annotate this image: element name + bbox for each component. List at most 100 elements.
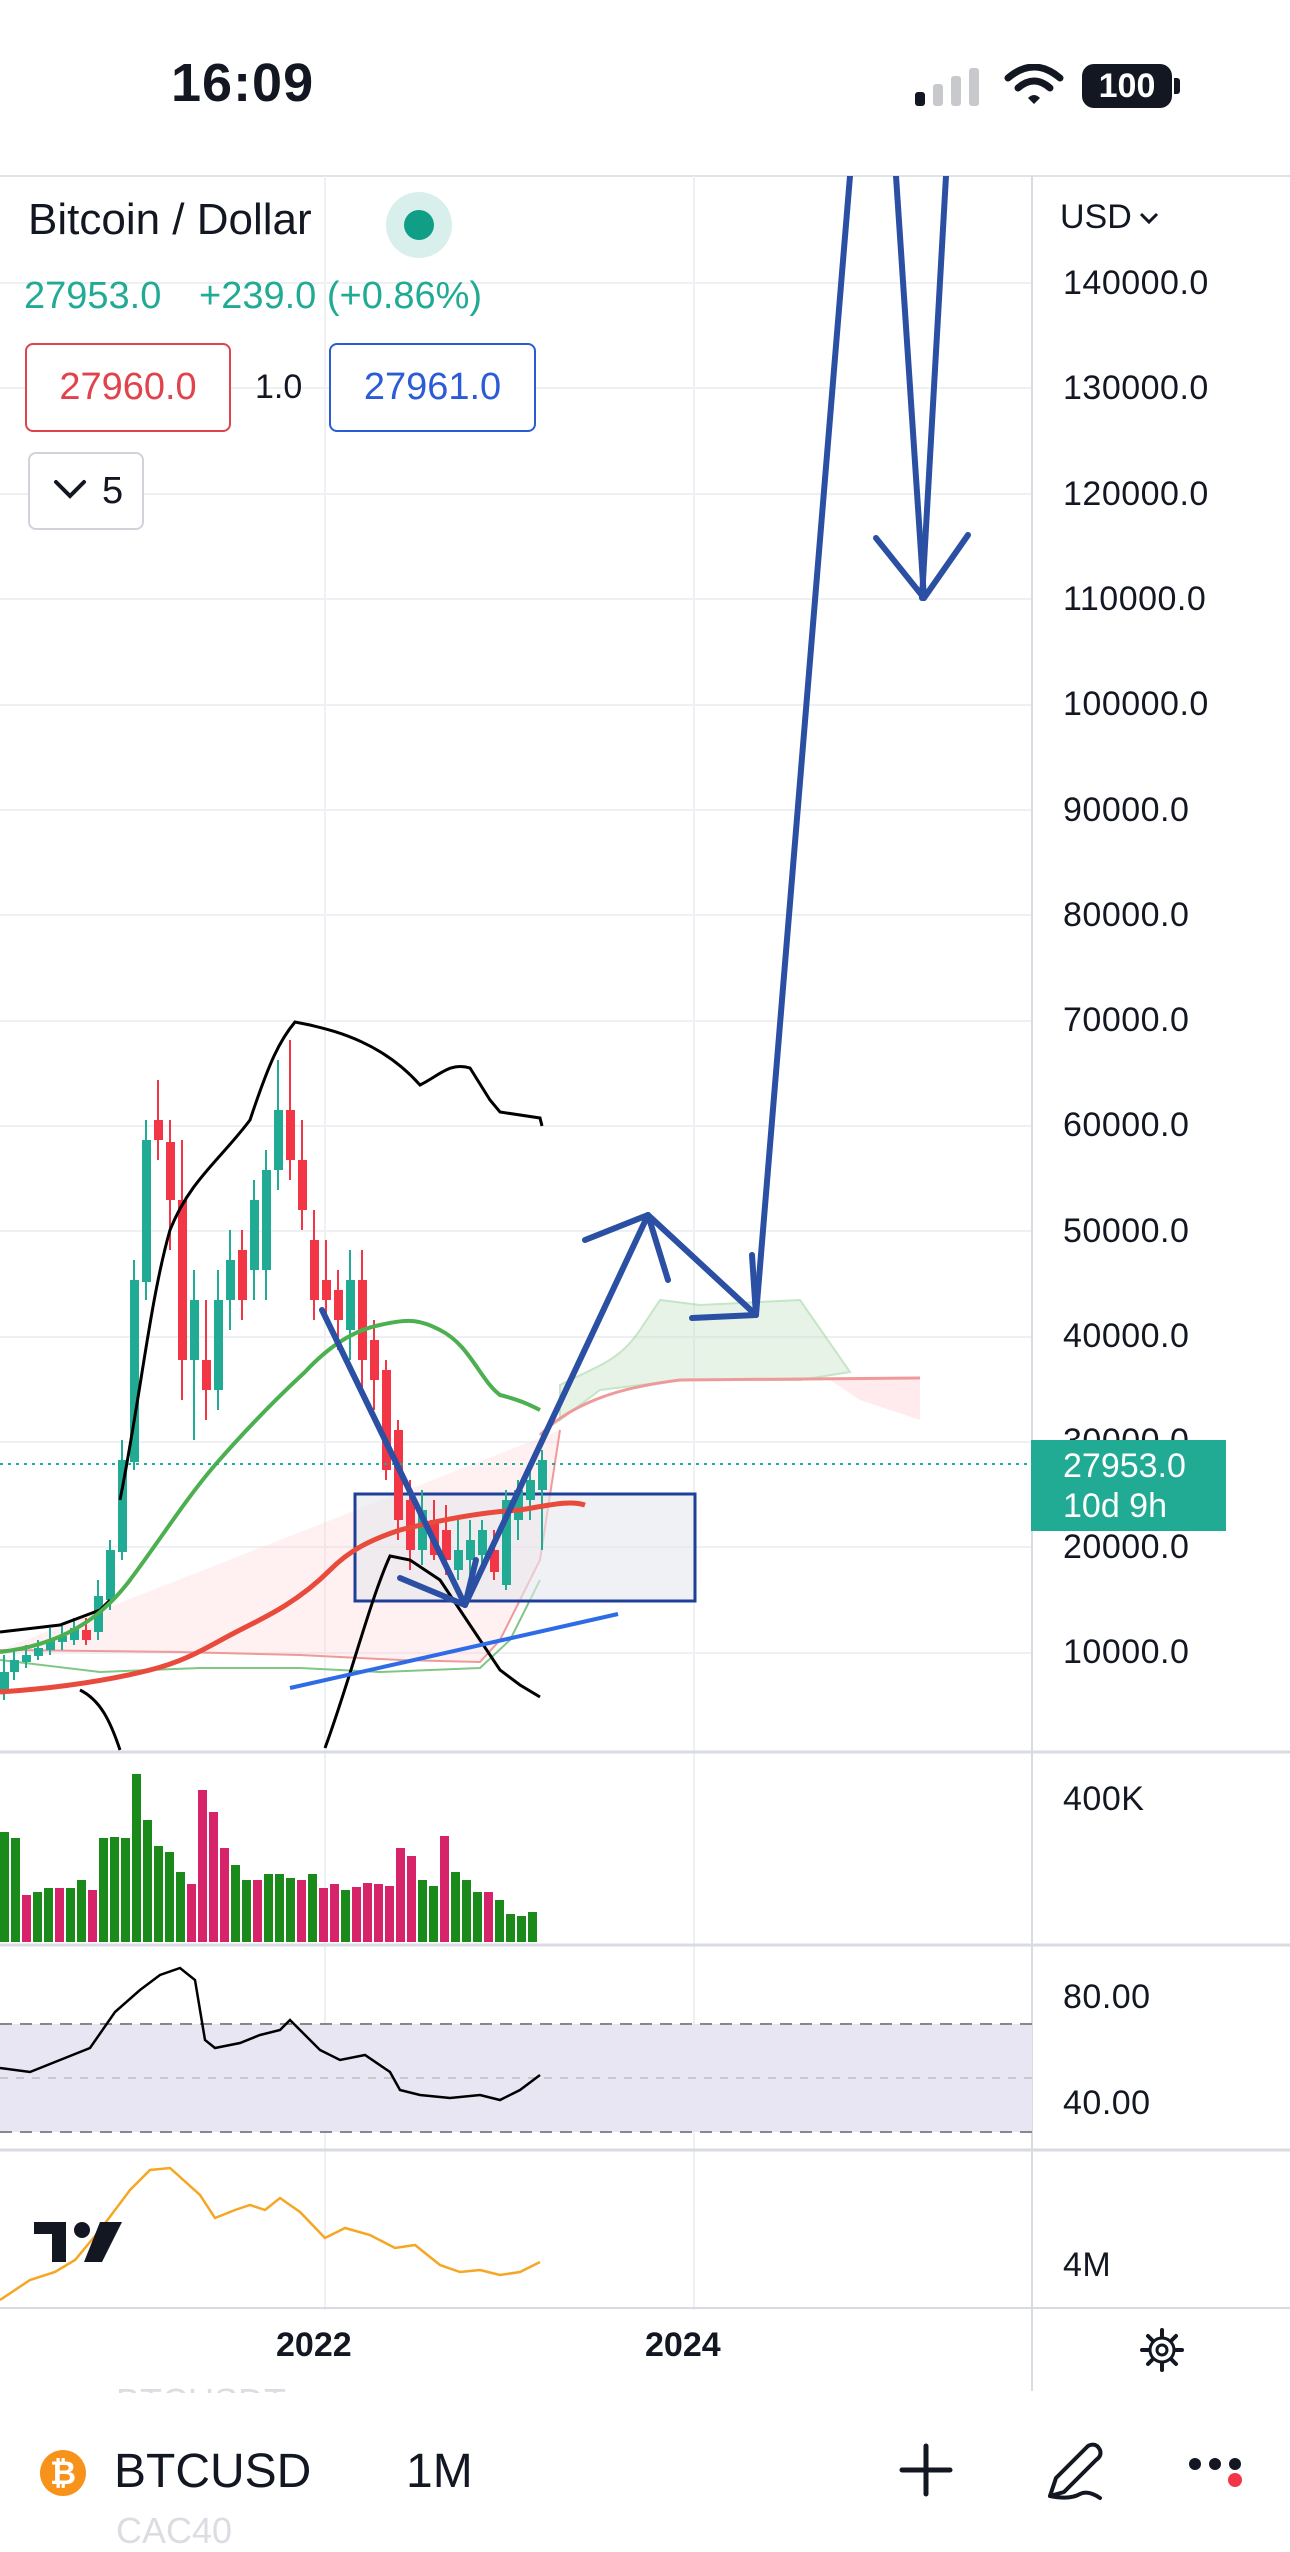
candle-body [538,1460,547,1490]
volume-bar [242,1880,251,1942]
add-icon[interactable] [896,2440,956,2500]
status-bar: 16:09 100 [0,0,1290,177]
candle-body [118,1460,127,1552]
candle-body [454,1550,463,1570]
candle-body [0,1672,9,1690]
symbol-selector[interactable]: BTCUSD [114,2445,312,2498]
volume-bar [198,1790,207,1942]
candle-body [190,1300,199,1360]
candle-body [502,1500,511,1585]
market-status-icon [386,192,452,258]
volume-bar [231,1865,240,1942]
candle-body [142,1140,151,1282]
volume-bar [275,1874,284,1942]
volume-bar [297,1880,306,1942]
battery-icon: 100 [1082,64,1172,108]
volume-bar [396,1848,405,1942]
volume-bar [341,1890,350,1942]
candle-body [238,1250,247,1300]
candle-body [358,1280,367,1360]
green-moving-average [0,1318,541,1654]
buy-button[interactable]: 27961.0 [329,343,536,432]
indicators-count: 5 [102,470,124,512]
price-axis-label: 60000.0 [1063,1106,1190,1145]
candle-body [22,1655,31,1662]
last-price: 27953.0 [24,275,162,317]
candle-body [298,1160,307,1210]
volume-bar [220,1848,229,1942]
volume-bar [484,1892,493,1942]
price-axis-label: 100000.0 [1063,685,1209,724]
candle-body [70,1628,79,1640]
candle-body [310,1240,319,1300]
battery-level: 100 [1098,67,1156,105]
volume-bar [374,1884,383,1942]
volume-bar [143,1820,152,1942]
candle-body [82,1630,91,1640]
gear-icon[interactable] [1140,2328,1184,2372]
candle-body [322,1280,331,1300]
time-axis-label-2024: 2024 [645,2326,721,2364]
candle-body [478,1530,487,1555]
candle-body [46,1640,55,1650]
interval-selector[interactable]: 1M [406,2445,473,2498]
price-axis-label: 20000.0 [1063,1527,1190,1566]
sell-button[interactable]: 27960.0 [25,343,231,432]
ichimoku-lower-green [0,1579,541,1674]
indicators-toggle[interactable]: 5 [28,452,144,530]
volume-bar [176,1872,185,1942]
price-axis-label: 80000.0 [1063,895,1190,934]
candle-body [370,1340,379,1380]
signal-icon [915,68,979,106]
current-price-tag: 27953.0 10d 9h [1031,1440,1226,1531]
volume-bar [407,1856,416,1942]
blue-trendline [289,1612,619,1690]
volume-bar [473,1892,482,1942]
more-icon[interactable] [1185,2452,1255,2492]
price-axis-label: 70000.0 [1063,1001,1190,1040]
drawn-arrows [319,176,971,1608]
candle-body [262,1170,271,1270]
candle-body [226,1260,235,1300]
candle-body [514,1490,523,1520]
volume-bar [121,1838,130,1942]
volume-bar [330,1884,339,1942]
price-axis-label: 140000.0 [1063,264,1209,302]
battery-cap [1174,78,1180,94]
volume-bar [66,1888,75,1942]
price-axis-label: 50000.0 [1063,1211,1190,1250]
currency-selector[interactable]: USD [1060,198,1160,237]
volume-bar [99,1838,108,1942]
symbol-list-next: CAC40 [116,2510,233,2551]
volume-bar [88,1890,97,1942]
price-axis-label: 40000.0 [1063,1317,1190,1355]
price-axis-label: 120000.0 [1063,474,1209,513]
drawing-tools-icon[interactable] [1040,2438,1110,2508]
chevron-down-icon [1139,212,1158,225]
chevron-down-icon [54,480,86,499]
volume-bar [440,1836,449,1942]
obv-axis-label: 4M [1063,2246,1112,2284]
chart-area[interactable] [0,176,1290,2391]
volume-bar [132,1774,141,1942]
candle-body [10,1660,19,1672]
volume-axis-label: 400K [1063,1780,1145,1818]
spread-value: 1.0 [255,368,303,406]
volume-bar [385,1886,394,1942]
price-axis-label: 90000.0 [1063,790,1190,829]
bitcoin-icon: ₿ [40,2450,86,2496]
volume-bar [11,1838,20,1942]
grid [0,176,1032,2310]
bottom-toolbar [0,2393,1290,2547]
volume-bar [44,1888,53,1942]
rsi-upper-label: 80.00 [1063,1978,1151,2016]
volume-bar [308,1874,317,1942]
symbol-title[interactable]: Bitcoin / Dollar [28,195,312,244]
volume-bar [209,1812,218,1942]
chart-canvas[interactable] [0,176,1290,2391]
candle-body [274,1110,283,1170]
volume-bar [187,1884,196,1942]
volume-bar [528,1912,537,1942]
candle-body [130,1280,139,1462]
candle-body [58,1636,67,1642]
